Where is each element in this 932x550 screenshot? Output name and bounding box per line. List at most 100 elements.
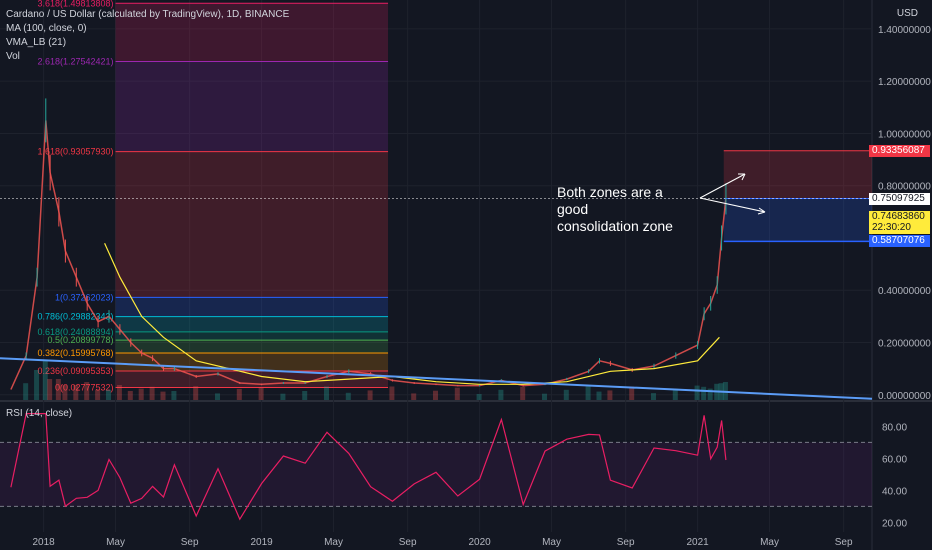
annotation-line-1: Both zones are a good xyxy=(557,184,663,217)
fib-level-label: 0.236(0.09095353) xyxy=(37,366,113,376)
volume-bar xyxy=(302,391,308,400)
fib-level-label: 0.786(0.29882343) xyxy=(37,312,113,322)
volume-bar xyxy=(34,370,40,400)
fib-band xyxy=(115,297,389,317)
zone-rect xyxy=(723,198,872,242)
volume-bar xyxy=(84,382,90,400)
fib-level-label: 0.382(0.15995768) xyxy=(37,348,113,358)
volume-bar xyxy=(596,391,602,400)
moving-average xyxy=(104,242,720,385)
arrow-to-upper-zone xyxy=(699,173,746,199)
volume-bar xyxy=(236,388,242,400)
fib-level-label: 0.618(0.24088894) xyxy=(37,327,113,337)
annotation-arrows xyxy=(699,173,766,215)
price-series xyxy=(10,98,727,390)
volume-bar xyxy=(345,392,351,400)
chart-title: Cardano / US Dollar (calculated by Tradi… xyxy=(6,9,290,20)
fib-level-label: 1.618(0.93057930) xyxy=(37,147,113,157)
rsi-panel xyxy=(0,413,872,521)
price-tick-label: 0.80000000 xyxy=(878,182,931,193)
currency-label[interactable]: USD xyxy=(896,8,918,19)
vma-legend[interactable]: VMA_LB (21) xyxy=(6,37,67,48)
price-tag: 0.75097925 xyxy=(869,192,930,205)
arrow-head-lower xyxy=(757,207,766,215)
fib-level-label: 0(0.02777532) xyxy=(55,383,114,393)
volume-bar xyxy=(411,393,417,400)
volume-bar xyxy=(707,388,713,400)
indicator-legend: Cardano / US Dollar (calculated by Tradi… xyxy=(6,8,289,64)
price-tag: 0.58707076 xyxy=(869,235,930,248)
volume-bar xyxy=(193,386,199,400)
ma-legend[interactable]: MA (100, close, 0) xyxy=(6,23,87,34)
time-tick-label: 2018 xyxy=(32,537,55,548)
fib-band xyxy=(115,340,389,353)
volume-bar xyxy=(476,394,482,400)
volume-bar xyxy=(149,386,155,400)
volume-bar xyxy=(367,390,373,400)
time-tick-label: 2021 xyxy=(686,537,709,548)
volume-bar xyxy=(651,393,656,400)
fib-band xyxy=(115,3,389,62)
annotation-line-2: consolidation zone xyxy=(557,218,673,234)
price-tag: 0.93356087 xyxy=(869,144,930,157)
price-tick-label: 0.00000000 xyxy=(878,391,931,402)
volume-bar xyxy=(672,388,678,400)
rsi-tick-label: 20.00 xyxy=(882,518,907,529)
time-tick-label: May xyxy=(760,537,779,548)
time-tick-label: Sep xyxy=(617,537,635,548)
rsi-line xyxy=(10,413,727,521)
time-tick-label: Sep xyxy=(835,537,853,548)
volume-bar xyxy=(215,393,220,400)
volume-bar xyxy=(160,391,166,400)
time-tick-label: May xyxy=(106,537,125,548)
fib-band xyxy=(115,371,389,388)
annotation-text: Both zones are a good consolidation zone xyxy=(557,184,697,235)
support-trendline xyxy=(0,357,873,400)
rsi-tick-label: 60.00 xyxy=(882,454,907,465)
volume-bar xyxy=(629,386,635,400)
price-tick-label: 1.00000000 xyxy=(878,129,931,140)
volume-bar xyxy=(542,393,547,400)
volume-bar xyxy=(585,386,591,400)
volume-bar xyxy=(23,383,29,400)
time-tick-label: 2020 xyxy=(468,537,491,548)
volume-bar xyxy=(47,379,53,400)
price-tick-label: 0.20000000 xyxy=(878,339,931,350)
ma-line xyxy=(104,242,720,385)
fib-retracement: 0(0.02777532) 0.236(0.09095353) 0.382(0.15… xyxy=(37,0,389,393)
volume-bar xyxy=(95,389,101,400)
fib-band xyxy=(115,151,389,298)
price-tick-label: 1.40000000 xyxy=(878,25,931,36)
arrow-head-upper xyxy=(738,173,746,181)
volume-bar xyxy=(324,386,329,400)
fib-level-label: 2.618(1.27542421) xyxy=(37,56,113,66)
volume-bar xyxy=(607,390,613,400)
vol-legend[interactable]: Vol xyxy=(6,51,20,62)
fib-band xyxy=(115,61,389,152)
volume-bar xyxy=(116,385,122,400)
trendline xyxy=(0,357,873,400)
volume-bar xyxy=(563,389,569,400)
consolidation-zones xyxy=(0,150,872,243)
volume-bar xyxy=(42,360,48,400)
axes: 1.40000000 1.20000000 1.00000000 0.80000000… xyxy=(32,25,931,548)
rsi-legend[interactable]: RSI (14, close) xyxy=(6,408,73,419)
fib-band xyxy=(115,331,389,341)
volume-bar xyxy=(127,391,133,400)
rsi-band xyxy=(0,442,872,507)
arrow-to-lower-zone xyxy=(699,197,766,213)
volume-bar xyxy=(171,391,177,400)
volume-bar xyxy=(106,389,111,400)
price-tag: 22:30:20 xyxy=(869,221,930,234)
volume-bar xyxy=(389,386,395,400)
volume-bar xyxy=(138,388,144,400)
time-tick-label: Sep xyxy=(399,537,417,548)
volume-bar xyxy=(520,386,526,400)
time-tick-label: 2019 xyxy=(250,537,273,548)
volume-bar xyxy=(62,385,68,400)
volume-bar xyxy=(73,385,79,400)
volume-bar xyxy=(694,385,700,400)
